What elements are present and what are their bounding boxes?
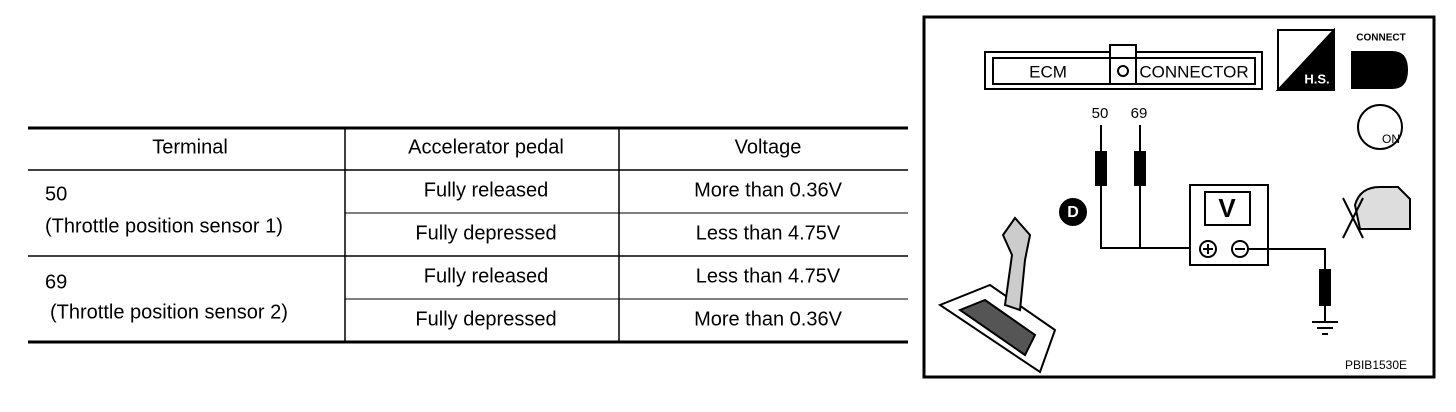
pin bbox=[1117, 65, 1129, 77]
hs-fill bbox=[1275, 27, 1335, 91]
terminal-desc: (Throttle position sensor 1) bbox=[45, 215, 283, 237]
condition: Fully depressed bbox=[415, 308, 556, 330]
engine-icon bbox=[1353, 186, 1411, 230]
on-label: ON bbox=[1382, 132, 1400, 146]
terminal-desc: (Throttle position sensor 2) bbox=[50, 301, 288, 323]
plus-sign bbox=[1203, 244, 1213, 254]
voltage: More than 0.36V bbox=[694, 179, 843, 201]
table bbox=[28, 126, 908, 344]
diagram bbox=[922, 15, 1436, 379]
frame bbox=[922, 15, 1436, 379]
voltage: Less than 4.75V bbox=[696, 265, 841, 287]
key-icon bbox=[1357, 104, 1403, 150]
meter-display bbox=[1204, 191, 1251, 226]
wire bbox=[1248, 248, 1326, 322]
figure-code: PBIB1530E bbox=[1345, 358, 1407, 372]
connector-label: CONNECTOR bbox=[1139, 62, 1248, 81]
hs-label: H.S. bbox=[1304, 71, 1329, 86]
shifter-gate bbox=[957, 298, 1037, 357]
connect-label: CONNECT bbox=[1356, 33, 1405, 44]
ecm-label: ECM bbox=[1029, 62, 1067, 81]
wire bbox=[1100, 125, 1190, 249]
header: Voltage bbox=[735, 136, 802, 158]
header: Accelerator pedal bbox=[408, 136, 564, 158]
shifter-base bbox=[937, 283, 1057, 374]
condition: Fully depressed bbox=[415, 222, 556, 244]
terminal-label: 69 bbox=[1131, 105, 1148, 122]
terminal: 50 bbox=[45, 183, 67, 205]
probe bbox=[1095, 151, 1107, 186]
meter bbox=[1189, 184, 1269, 266]
d-badge bbox=[1059, 198, 1087, 226]
voltage: Less than 4.75V bbox=[696, 222, 841, 244]
connect-icon bbox=[1351, 51, 1409, 89]
voltage: More than 0.36V bbox=[694, 308, 843, 330]
probe bbox=[1319, 269, 1331, 306]
header: Terminal bbox=[152, 136, 228, 158]
terminal-label: 50 bbox=[1092, 105, 1109, 122]
terminal: 69 bbox=[45, 271, 67, 293]
connector-tab bbox=[1109, 44, 1137, 59]
plus bbox=[1199, 240, 1217, 258]
condition: Fully released bbox=[424, 179, 549, 201]
shifter-knob bbox=[1001, 216, 1032, 312]
ground bbox=[1312, 321, 1338, 335]
range-label: D bbox=[1067, 204, 1079, 221]
meter-label: V bbox=[1218, 193, 1236, 223]
engine-x bbox=[1342, 197, 1364, 239]
condition: Fully released bbox=[424, 265, 549, 287]
probe bbox=[1134, 151, 1146, 186]
